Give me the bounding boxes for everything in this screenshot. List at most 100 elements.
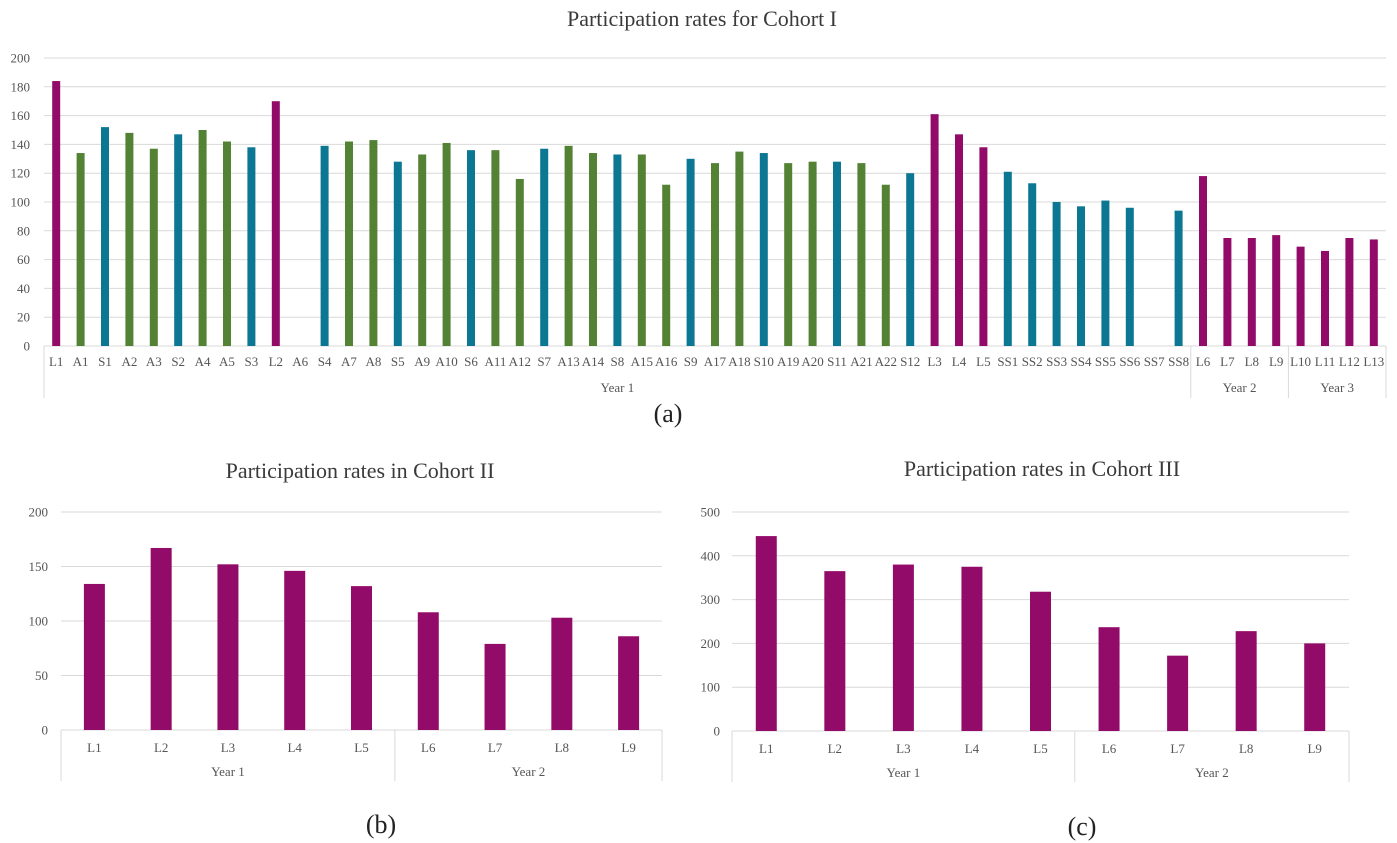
- bar-A8: [369, 140, 378, 346]
- chart-a-caption: (a): [654, 399, 683, 428]
- bar-L2: [150, 547, 172, 730]
- x-tick-label: A17: [704, 354, 727, 369]
- bar-L5: [979, 147, 988, 346]
- x-tick-label: L4: [952, 354, 967, 369]
- x-tick-label: A21: [850, 354, 872, 369]
- bar-L2: [271, 101, 280, 346]
- x-tick-label: SS7: [1144, 354, 1165, 369]
- bar-L5: [1030, 591, 1051, 731]
- bar-S9: [686, 158, 695, 346]
- y-tick-label: 120: [11, 166, 31, 181]
- x-tick-label: L9: [621, 740, 635, 755]
- x-tick-label: A7: [341, 354, 357, 369]
- x-tick-label: S11: [827, 354, 847, 369]
- group-label: Year 2: [1195, 765, 1229, 780]
- group-label: Year 3: [1320, 380, 1354, 395]
- x-tick-label: L4: [287, 740, 302, 755]
- x-tick-label: L12: [1339, 354, 1360, 369]
- x-tick-label: A15: [631, 354, 653, 369]
- x-tick-label: A11: [484, 354, 506, 369]
- y-tick-label: 180: [11, 79, 31, 94]
- chart-c-caption: (c): [1068, 812, 1097, 841]
- x-tick-label: L5: [1033, 741, 1047, 756]
- x-tick-label: S2: [171, 354, 185, 369]
- y-tick-label: 160: [11, 108, 31, 123]
- x-tick-label: S8: [611, 354, 625, 369]
- bar-L4: [955, 134, 963, 346]
- x-tick-label: S7: [537, 354, 551, 369]
- bar-A10: [442, 142, 451, 346]
- chart-b-caption: (b): [366, 810, 396, 839]
- bar-SS8: [1174, 210, 1183, 346]
- x-tick-label: L10: [1290, 354, 1311, 369]
- x-tick-label: L8: [555, 740, 569, 755]
- chart-b: Participation rates in Cohort II 0 50 100 1…: [29, 458, 663, 839]
- y-tick-label: 200: [29, 505, 49, 520]
- bar-L13: [1369, 239, 1378, 346]
- bar-A16: [662, 184, 671, 346]
- bar-S7: [540, 148, 549, 346]
- x-tick-label: L1: [49, 354, 63, 369]
- x-tick-label: L2: [154, 740, 168, 755]
- x-tick-label: L3: [221, 740, 235, 755]
- bar-A4: [198, 130, 207, 346]
- bar-L8: [1235, 631, 1257, 731]
- bar-SS2: [1028, 183, 1037, 346]
- x-tick-label: S3: [245, 354, 259, 369]
- bar-A22: [881, 184, 890, 346]
- y-tick-label: 300: [701, 592, 721, 607]
- group-label: Year 1: [211, 764, 245, 779]
- x-tick-label: SS3: [1046, 354, 1067, 369]
- bar-L8: [551, 617, 573, 730]
- bar-L7: [484, 643, 506, 730]
- x-tick-label: L13: [1363, 354, 1384, 369]
- x-tick-label: SS5: [1095, 354, 1116, 369]
- x-tick-label: L2: [828, 741, 842, 756]
- bar-SS5: [1101, 200, 1110, 346]
- x-tick-label: L8: [1245, 354, 1259, 369]
- x-tick-label: S12: [900, 354, 920, 369]
- bar-L4: [961, 566, 983, 731]
- y-tick-label: 100: [29, 614, 49, 629]
- bar-L1: [755, 536, 777, 731]
- x-tick-label: L9: [1307, 741, 1321, 756]
- x-tick-label: SS4: [1071, 354, 1092, 369]
- x-tick-label: A6: [292, 354, 308, 369]
- bar-A13: [564, 145, 573, 346]
- bar-L3: [930, 114, 939, 346]
- bar-S10: [759, 153, 768, 346]
- bar-L5: [351, 586, 372, 730]
- bar-L6: [1199, 176, 1207, 346]
- x-tick-label: SS1: [997, 354, 1018, 369]
- chart-c-title: Participation rates in Cohort III: [904, 456, 1180, 481]
- bar-L7: [1167, 655, 1189, 731]
- bar-A21: [857, 163, 866, 346]
- group-label: Year 2: [1223, 380, 1257, 395]
- bar-SS3: [1052, 202, 1061, 346]
- bar-A19: [784, 163, 793, 346]
- x-tick-label: A12: [509, 354, 531, 369]
- x-tick-label: L6: [1196, 354, 1211, 369]
- chart-c: Participation rates in Cohort III 0 100 20…: [701, 456, 1350, 841]
- bar-L8: [1247, 238, 1256, 346]
- bar-A11: [491, 150, 500, 346]
- y-tick-label: 20: [17, 310, 30, 325]
- bar-L4: [284, 570, 306, 730]
- y-tick-label: 60: [17, 252, 30, 267]
- bar-A2: [125, 132, 134, 346]
- bar-A12: [515, 178, 524, 346]
- x-tick-label: A5: [219, 354, 235, 369]
- x-tick-label: S1: [98, 354, 112, 369]
- x-tick-label: A13: [557, 354, 579, 369]
- x-tick-label: L5: [976, 354, 990, 369]
- bar-L10: [1296, 246, 1305, 346]
- bar-S12: [906, 173, 915, 346]
- bar-S2: [174, 134, 183, 346]
- x-tick-label: L5: [354, 740, 368, 755]
- bar-A17: [711, 163, 719, 346]
- y-tick-label: 100: [11, 195, 31, 210]
- bar-S8: [613, 154, 622, 346]
- bar-A20: [808, 161, 817, 346]
- x-tick-label: A19: [777, 354, 799, 369]
- x-tick-label: L3: [896, 741, 910, 756]
